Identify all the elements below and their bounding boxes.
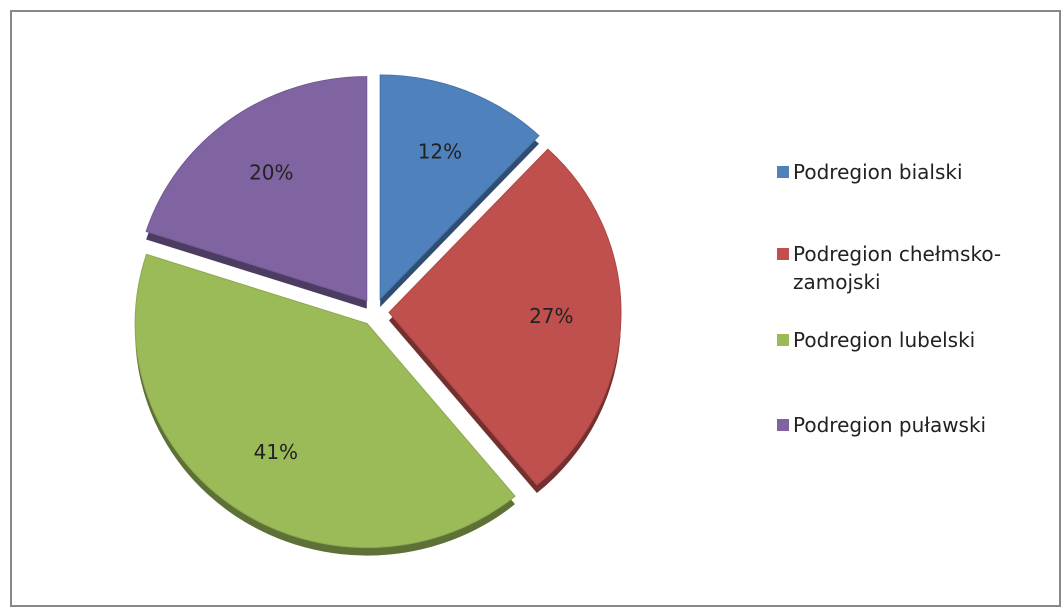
data-label: 20% bbox=[249, 160, 293, 184]
legend-label: Podregion chełmsko-zamojski bbox=[793, 242, 1002, 294]
chart-frame bbox=[10, 10, 1061, 607]
slice bbox=[388, 148, 622, 486]
legend-entry: Podregion lubelski bbox=[777, 326, 1027, 354]
legend-label: Podregion puławski bbox=[793, 413, 987, 437]
legend-swatch bbox=[777, 166, 789, 178]
legend-swatch bbox=[777, 248, 789, 260]
legend-swatch bbox=[777, 334, 789, 346]
slice bbox=[145, 76, 368, 302]
legend-swatch bbox=[777, 419, 789, 431]
legend-label: Podregion lubelski bbox=[793, 328, 976, 352]
legend-entry: Podregion chełmsko-zamojski bbox=[777, 240, 1027, 296]
data-label: 12% bbox=[418, 140, 462, 164]
legend-entry: Podregion puławski bbox=[777, 411, 1027, 439]
slice bbox=[379, 74, 540, 301]
legend-entry: Podregion bialski bbox=[777, 158, 1027, 186]
data-label: 41% bbox=[254, 440, 298, 464]
slice bbox=[134, 253, 516, 549]
data-label: 27% bbox=[529, 304, 573, 328]
legend-label: Podregion bialski bbox=[793, 160, 963, 184]
